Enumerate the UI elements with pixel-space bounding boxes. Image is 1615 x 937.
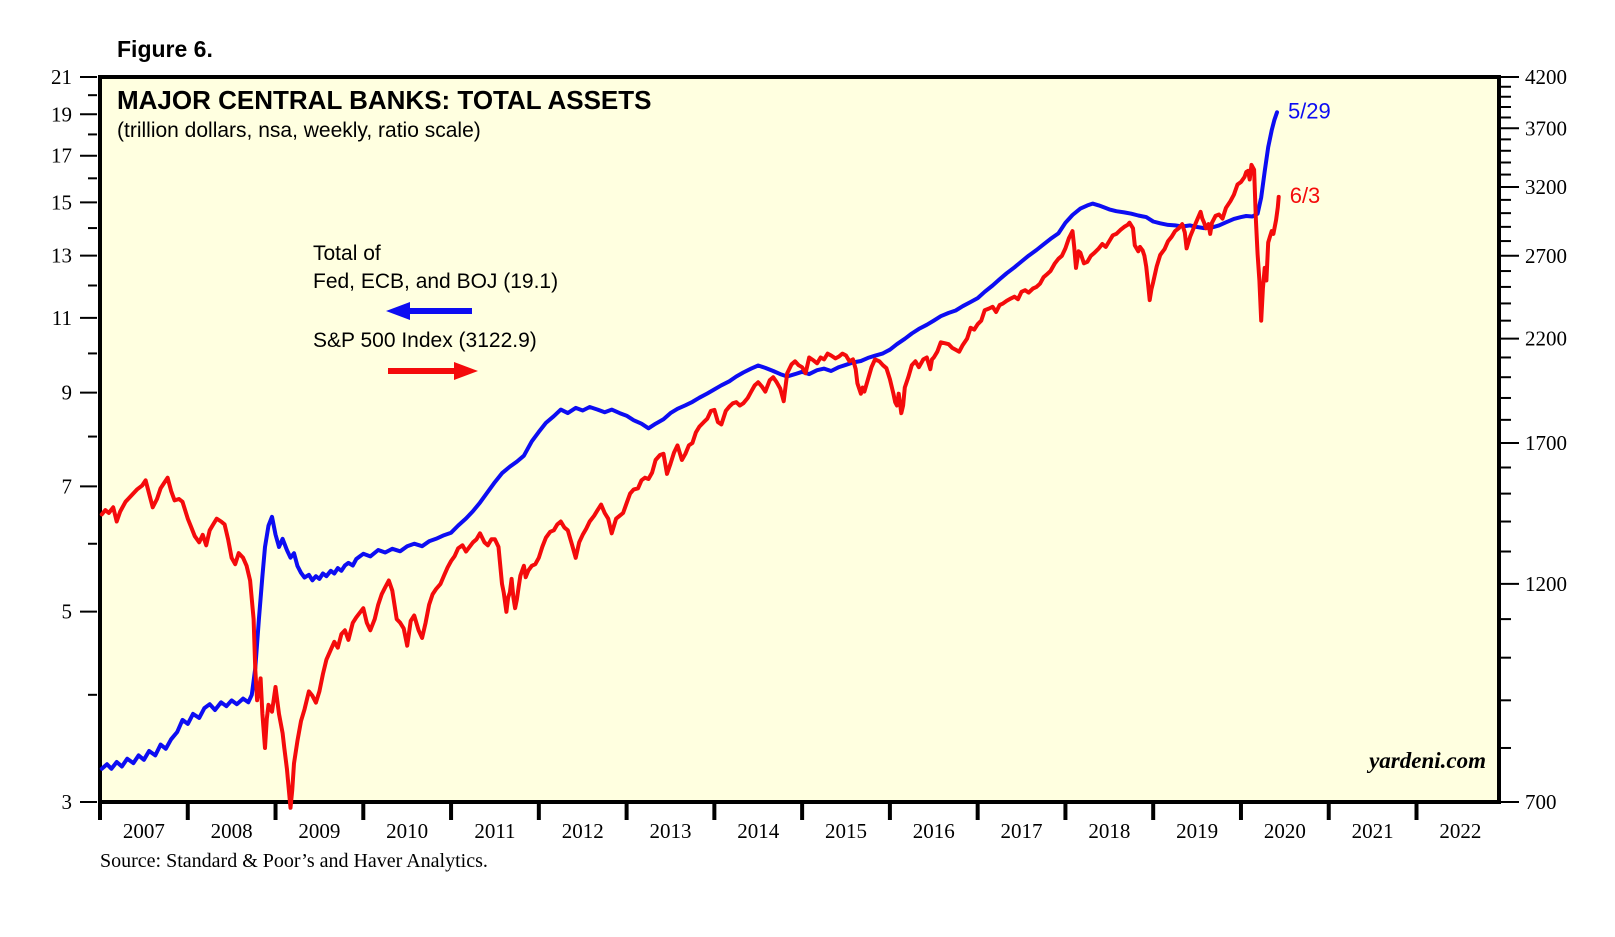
right-axis-tick-label: 4200 — [1525, 65, 1567, 89]
x-axis-year-label: 2007 — [123, 819, 165, 843]
plot-area — [98, 75, 1501, 804]
end-date-label-blue: 5/29 — [1288, 98, 1331, 123]
left-axis-tick-label: 13 — [51, 244, 72, 268]
series-line-blue — [99, 110, 1279, 771]
right-axis-tick-label: 700 — [1525, 790, 1557, 814]
left-axis-tick-label: 15 — [51, 190, 72, 214]
x-axis-year-label: 2018 — [1088, 819, 1130, 843]
watermark: yardeni.com — [1366, 748, 1486, 773]
right-arrow-icon — [388, 362, 478, 380]
left-axis-tick-label: 9 — [62, 381, 73, 405]
x-axis-year-label: 2009 — [298, 819, 340, 843]
left-axis-tick-label: 11 — [52, 306, 72, 330]
right-axis-tick-label: 3200 — [1525, 175, 1567, 199]
x-axis-year-label: 2017 — [1001, 819, 1043, 843]
x-axis-year-label: 2011 — [474, 819, 515, 843]
x-axis-year-label: 2022 — [1439, 819, 1481, 843]
x-axis-year-label: 2012 — [562, 819, 604, 843]
x-axis-year-label: 2015 — [825, 819, 867, 843]
left-axis-tick-label: 17 — [51, 144, 72, 168]
chart-title: MAJOR CENTRAL BANKS: TOTAL ASSETS — [117, 85, 651, 115]
series-line-red — [99, 162, 1281, 810]
source-note: Source: Standard & Poor’s and Haver Anal… — [100, 850, 488, 872]
chart-subtitle: (trillion dollars, nsa, weekly, ratio sc… — [117, 119, 481, 142]
right-axis-tick-label: 1200 — [1525, 572, 1567, 596]
left-arrow-icon — [386, 302, 472, 320]
end-date-label-red: 6/3 — [1290, 183, 1321, 208]
left-axis-tick-label: 3 — [62, 790, 73, 814]
x-axis-year-label: 2013 — [649, 819, 691, 843]
right-axis-tick-label: 1700 — [1525, 431, 1567, 455]
right-axis-tick-label: 3700 — [1525, 116, 1567, 140]
legend: Total of Fed, ECB, and BOJ (19.1) S&P 50… — [313, 242, 558, 380]
x-axis-year-label: 2008 — [211, 819, 253, 843]
figure-label: Figure 6. — [117, 36, 213, 62]
legend-red-label: S&P 500 Index (3122.9) — [313, 329, 537, 352]
left-axis-tick-label: 5 — [62, 600, 73, 624]
left-axis-tick-label: 7 — [62, 474, 73, 498]
series-end-labels: 5/29 6/3 — [1288, 98, 1331, 208]
legend-blue-label-line1: Total of — [313, 242, 381, 265]
x-axis-year-label: 2020 — [1264, 819, 1306, 843]
x-axis-year-label: 2010 — [386, 819, 428, 843]
series-lines — [99, 110, 1281, 810]
x-axis-year-label: 2021 — [1352, 819, 1394, 843]
x-axis-year-label: 2016 — [913, 819, 955, 843]
legend-blue-label-line2: Fed, ECB, and BOJ (19.1) — [313, 270, 558, 293]
right-axis-tick-label: 2200 — [1525, 327, 1567, 351]
left-axis-tick-label: 21 — [51, 65, 72, 89]
x-axis-year-label: 2014 — [737, 819, 780, 843]
x-axis-year-label: 2019 — [1176, 819, 1218, 843]
axes: 3 5 7 9 11 13 15 17 19 21 700 1200 1700 2200 2700 3200 3… — [51, 65, 1567, 843]
right-axis-tick-label: 2700 — [1525, 244, 1567, 268]
left-axis-tick-label: 19 — [51, 102, 72, 126]
